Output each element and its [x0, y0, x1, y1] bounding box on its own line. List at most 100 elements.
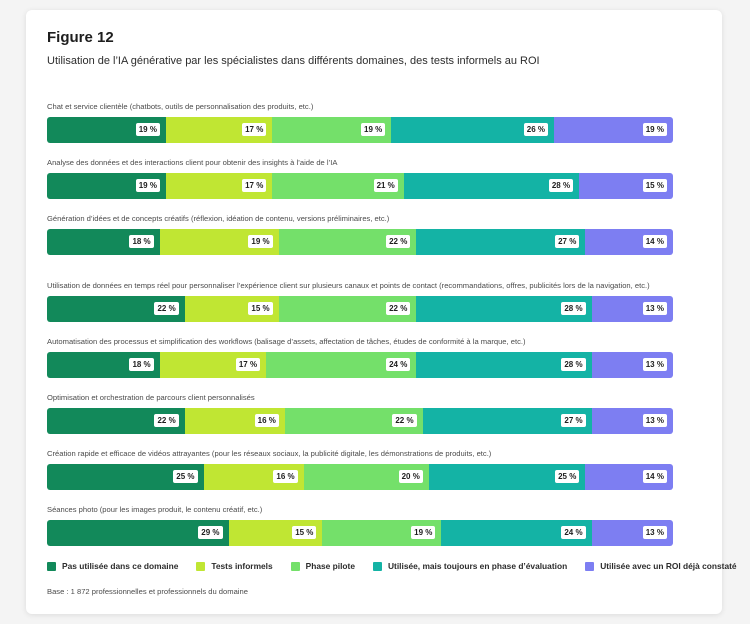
- figure-subtitle: Utilisation de l’IA générative par les s…: [47, 55, 540, 67]
- bar-segment: 16 %: [184, 408, 285, 434]
- stacked-bar: 19 % 17 % 19 % 26 % 19 %: [47, 117, 673, 143]
- bar-segment: 27 %: [422, 408, 592, 434]
- chart-row: Création rapide et efficace de vidéos at…: [47, 90, 673, 490]
- chart-row: Génération d’idées et de concepts créati…: [47, 90, 673, 255]
- bar-segment: 14 %: [585, 229, 673, 255]
- bar-segment: 15 %: [184, 296, 279, 322]
- category-label: Chat et service clientèle (chatbots, out…: [47, 101, 314, 111]
- bar-segment: 24 %: [266, 352, 417, 378]
- data-label: 13 %: [642, 358, 667, 371]
- legend-label: Utilisée avec un ROI déjà constaté: [600, 561, 737, 571]
- legend-swatch: [196, 561, 206, 571]
- legend-label: Utilisée, mais toujours en phase d’évalu…: [388, 561, 568, 571]
- data-label: 16 %: [254, 414, 279, 427]
- bar-segment: 15 %: [579, 173, 673, 199]
- bar-segment: 21 %: [272, 173, 404, 199]
- bar-segment: 24 %: [441, 520, 592, 546]
- chart-row: Chat et service clientèle (chatbots, out…: [47, 90, 673, 143]
- bar-segment: 14 %: [585, 464, 673, 490]
- data-label: 26 %: [523, 123, 549, 136]
- data-label: 28 %: [548, 179, 574, 192]
- bar-segment: 18 %: [47, 229, 160, 255]
- data-label: 28 %: [561, 302, 586, 315]
- bar-segment: 17 %: [165, 173, 273, 199]
- bar-segment: 17 %: [159, 352, 267, 378]
- data-label: 19 %: [248, 235, 273, 248]
- bar-segment: 28 %: [403, 173, 580, 199]
- data-label: 28 %: [561, 358, 586, 371]
- bar-segment: 19 %: [272, 117, 392, 143]
- category-label: Optimisation et orchestration de parcour…: [47, 392, 255, 402]
- data-label: 25 %: [555, 470, 580, 483]
- bar-segment: 19 %: [47, 173, 166, 199]
- legend-swatch: [585, 561, 595, 571]
- bar-segment: 26 %: [391, 117, 555, 143]
- bar-segment: 25 %: [428, 464, 586, 490]
- data-label: 22 %: [386, 302, 411, 315]
- legend-item: Utilisée, mais toujours en phase d’évalu…: [373, 561, 567, 571]
- bar-segment: 13 %: [591, 352, 673, 378]
- stacked-bar: 18 % 19 % 22 % 27 % 14 %: [47, 229, 673, 255]
- bar-segment: 16 %: [203, 464, 304, 490]
- data-label: 22 %: [386, 235, 411, 248]
- legend-item: Phase pilote: [290, 561, 355, 571]
- bar-segment: 25 %: [47, 464, 204, 490]
- data-label: 19 %: [135, 179, 160, 192]
- bar-segment: 19 %: [47, 117, 166, 143]
- bar-segment: 19 %: [554, 117, 673, 143]
- data-label: 13 %: [642, 414, 667, 427]
- stacked-bar: 18 % 17 % 24 % 28 % 13 %: [47, 352, 673, 378]
- data-label: 17 %: [235, 358, 261, 371]
- bar-segment: 27 %: [416, 229, 586, 255]
- bar-segment: 22 %: [278, 296, 417, 322]
- category-label: Génération d’idées et de concepts créati…: [47, 213, 390, 223]
- data-label: 19 %: [411, 526, 436, 539]
- legend-item: Pas utilisée dans ce domaine: [47, 561, 178, 571]
- legend-label: Pas utilisée dans ce domaine: [62, 561, 179, 571]
- data-label: 15 %: [248, 302, 273, 315]
- data-label: 18 %: [129, 358, 154, 371]
- bar-segment: 13 %: [591, 296, 673, 322]
- bar-segment: 28 %: [416, 296, 592, 322]
- data-label: 27 %: [561, 414, 586, 427]
- bar-segment: 22 %: [278, 229, 417, 255]
- chart-row: Optimisation et orchestration de parcour…: [47, 90, 673, 434]
- chart-row: Séances photo (pour les images produit, …: [47, 90, 673, 546]
- stacked-bar: 19 % 17 % 21 % 28 % 15 %: [47, 173, 673, 199]
- data-label: 20 %: [398, 470, 423, 483]
- data-label: 27 %: [555, 235, 580, 248]
- bar-segment: 19 %: [159, 229, 279, 255]
- data-label: 22 %: [392, 414, 417, 427]
- bar-segment: 22 %: [284, 408, 423, 434]
- bar-segment: 17 %: [165, 117, 273, 143]
- data-label: 17 %: [242, 123, 267, 136]
- chart-row: Utilisation de données en temps réel pou…: [47, 90, 673, 322]
- base-note: Base : 1 872 professionnelles et profess…: [47, 587, 248, 596]
- data-label: 24 %: [386, 358, 411, 371]
- data-label: 29 %: [198, 526, 223, 539]
- data-label: 21 %: [373, 179, 398, 192]
- legend-swatch: [290, 561, 300, 571]
- figure-title: Figure 12: [47, 29, 114, 46]
- data-label: 17 %: [242, 179, 267, 192]
- legend-swatch: [47, 561, 56, 571]
- legend-item: Utilisée avec un ROI déjà constaté: [585, 561, 737, 571]
- stacked-bar: 22 % 16 % 22 % 27 % 13 %: [47, 408, 673, 434]
- bar-segment: 28 %: [416, 352, 592, 378]
- data-label: 15 %: [642, 179, 667, 192]
- bar-segment: 15 %: [228, 520, 323, 546]
- legend-label: Phase pilote: [305, 561, 355, 571]
- data-label: 13 %: [642, 302, 667, 315]
- data-label: 24 %: [561, 526, 586, 539]
- legend-label: Tests informels: [211, 561, 273, 571]
- data-label: 15 %: [292, 526, 317, 539]
- chart-row: Analyse des données et des interactions …: [47, 90, 673, 199]
- legend-swatch: [373, 561, 382, 571]
- category-label: Séances photo (pour les images produit, …: [47, 504, 263, 514]
- category-label: Création rapide et efficace de vidéos at…: [47, 448, 492, 458]
- data-label: 19 %: [361, 123, 386, 136]
- chart-row: Automatisation des processus et simplifi…: [47, 90, 673, 378]
- figure-card: Figure 12 Utilisation de l’IA générative…: [26, 10, 737, 614]
- data-label: 19 %: [135, 123, 160, 136]
- chart-legend: Pas utilisée dans ce domaine Tests inform…: [47, 559, 737, 573]
